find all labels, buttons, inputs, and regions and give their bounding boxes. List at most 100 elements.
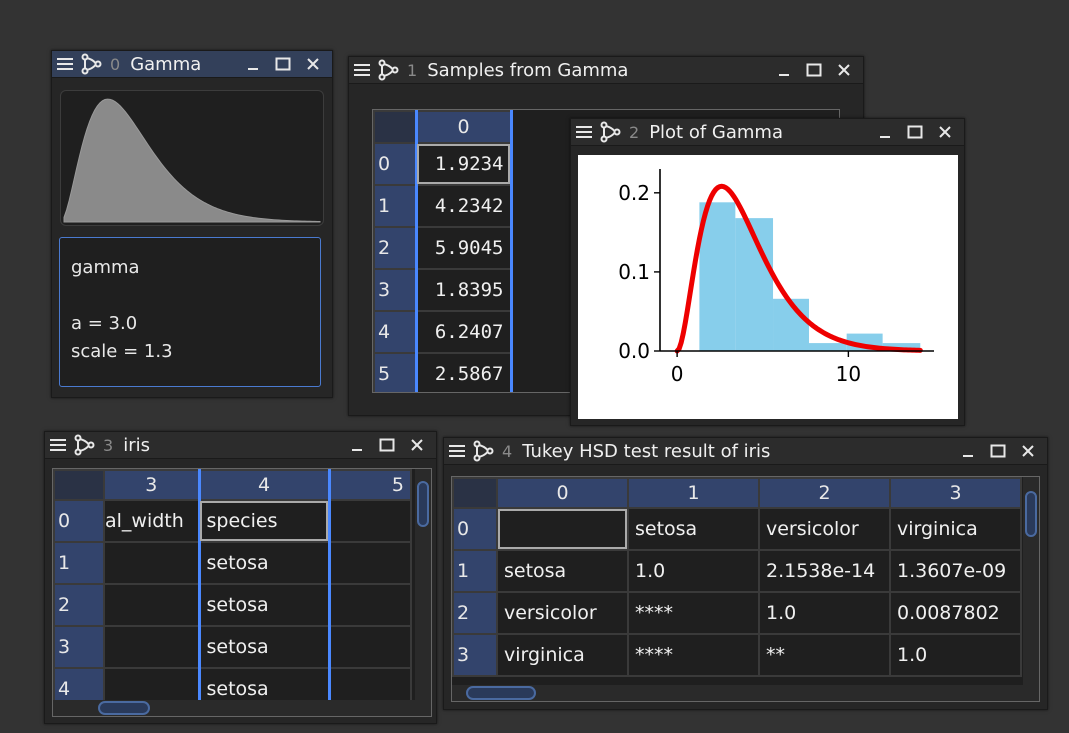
table-cell[interactable]: setosa: [197, 625, 331, 669]
row-header[interactable]: 5: [373, 352, 417, 392]
menu-icon[interactable]: [45, 432, 71, 458]
table-cell[interactable]: virginica: [889, 507, 1022, 551]
vertical-scrollbar[interactable]: [415, 469, 431, 700]
horizontal-scrollbar[interactable]: [452, 685, 1039, 701]
row-header[interactable]: 2: [373, 226, 417, 270]
row-header[interactable]: 0: [373, 142, 417, 186]
table-cell[interactable]: [103, 625, 200, 669]
table-cell[interactable]: 5.9045: [414, 226, 513, 270]
table-cell[interactable]: 4.2342: [414, 184, 513, 228]
maximize-button[interactable]: [983, 438, 1013, 464]
maximize-button[interactable]: [799, 57, 829, 83]
table-cell[interactable]: [328, 541, 412, 585]
close-button[interactable]: [930, 119, 960, 145]
minimize-button[interactable]: [342, 432, 372, 458]
table-cell[interactable]: [328, 583, 412, 627]
close-button[interactable]: [298, 51, 328, 77]
table-cell[interactable]: 1.0: [758, 591, 891, 635]
iris-table[interactable]: 3 4 5 0 al_width species 1 setosa 2 setosa 3…: [52, 468, 432, 717]
row-header[interactable]: 4: [373, 310, 417, 354]
gamma-window[interactable]: 0 Gamma gamma a = 3.0 scale = 1.3: [51, 50, 333, 398]
column-header[interactable]: 3: [103, 469, 200, 501]
table-cell[interactable]: versicolor: [758, 507, 891, 551]
row-header[interactable]: 2: [53, 583, 105, 627]
table-corner[interactable]: [373, 110, 417, 144]
samples-titlebar[interactable]: 1 Samples from Gamma: [349, 57, 863, 84]
row-header[interactable]: 1: [373, 184, 417, 228]
table-cell[interactable]: [496, 507, 629, 551]
table-cell[interactable]: setosa: [627, 507, 760, 551]
workflow-icon[interactable]: [597, 119, 623, 145]
table-cell[interactable]: 1.0: [889, 633, 1022, 677]
menu-icon[interactable]: [571, 119, 597, 145]
gamma-titlebar[interactable]: 0 Gamma: [52, 51, 332, 78]
iris-window[interactable]: 3 iris 3 4 5 0 al_width species 1 setosa 2 s…: [44, 431, 437, 724]
table-cell[interactable]: 1.9234: [414, 142, 513, 186]
table-cell[interactable]: 0.0087802: [889, 591, 1022, 635]
menu-icon[interactable]: [52, 51, 78, 77]
scrollbar-thumb[interactable]: [466, 686, 536, 700]
row-header[interactable]: 2: [452, 591, 498, 635]
close-button[interactable]: [1013, 438, 1043, 464]
column-header[interactable]: 5: [328, 469, 412, 501]
table-cell[interactable]: 6.2407: [414, 310, 513, 354]
tukey-table[interactable]: 0 1 2 3 0 setosa versicolor virginica 1 seto…: [451, 476, 1040, 702]
row-header[interactable]: 0: [452, 507, 498, 551]
scrollbar-thumb[interactable]: [98, 701, 150, 715]
row-header[interactable]: 3: [53, 625, 105, 669]
row-header[interactable]: 1: [53, 541, 105, 585]
table-cell[interactable]: [103, 583, 200, 627]
table-cell[interactable]: [328, 499, 412, 543]
tukey-titlebar[interactable]: 4 Tukey HSD test result of iris: [444, 438, 1047, 465]
table-corner[interactable]: [452, 477, 498, 509]
minimize-button[interactable]: [870, 119, 900, 145]
table-cell[interactable]: 2.5867: [414, 352, 513, 392]
workflow-icon[interactable]: [71, 432, 97, 458]
maximize-button[interactable]: [900, 119, 930, 145]
horizontal-scrollbar[interactable]: [53, 700, 431, 716]
plot-window[interactable]: 2 Plot of Gamma 0.0 0.1 0.2 0 10: [570, 118, 965, 426]
table-cell[interactable]: virginica: [496, 633, 629, 677]
scrollbar-thumb[interactable]: [1025, 491, 1037, 537]
maximize-button[interactable]: [372, 432, 402, 458]
row-header[interactable]: 0: [53, 499, 105, 543]
table-cell[interactable]: setosa: [197, 541, 331, 585]
scrollbar-thumb[interactable]: [417, 481, 429, 527]
table-cell[interactable]: setosa: [197, 583, 331, 627]
minimize-button[interactable]: [238, 51, 268, 77]
table-cell[interactable]: 1.0: [627, 549, 760, 593]
workflow-icon[interactable]: [78, 51, 104, 77]
plot-titlebar[interactable]: 2 Plot of Gamma: [571, 119, 964, 146]
table-cell[interactable]: [328, 625, 412, 669]
column-header[interactable]: 4: [197, 469, 331, 501]
table-cell[interactable]: versicolor: [496, 591, 629, 635]
column-header[interactable]: 0: [414, 110, 513, 144]
close-button[interactable]: [402, 432, 432, 458]
table-cell[interactable]: 2.1538e-14: [758, 549, 891, 593]
tukey-window[interactable]: 4 Tukey HSD test result of iris 0 1 2 3 …: [443, 437, 1048, 710]
table-cell[interactable]: **: [758, 633, 891, 677]
row-header[interactable]: 3: [373, 268, 417, 312]
table-corner[interactable]: [53, 469, 105, 501]
maximize-button[interactable]: [268, 51, 298, 77]
table-cell[interactable]: [103, 541, 200, 585]
minimize-button[interactable]: [953, 438, 983, 464]
workflow-icon[interactable]: [375, 57, 401, 83]
table-cell[interactable]: al_width: [103, 499, 200, 543]
row-header[interactable]: 1: [452, 549, 498, 593]
column-header[interactable]: 2: [758, 477, 891, 509]
column-header[interactable]: 1: [627, 477, 760, 509]
column-header[interactable]: 0: [496, 477, 629, 509]
minimize-button[interactable]: [769, 57, 799, 83]
table-cell[interactable]: ****: [627, 633, 760, 677]
row-header[interactable]: 3: [452, 633, 498, 677]
menu-icon[interactable]: [444, 438, 470, 464]
menu-icon[interactable]: [349, 57, 375, 83]
table-cell[interactable]: ****: [627, 591, 760, 635]
table-cell[interactable]: setosa: [496, 549, 629, 593]
table-cell[interactable]: species: [197, 499, 331, 543]
workflow-icon[interactable]: [470, 438, 496, 464]
vertical-scrollbar[interactable]: [1023, 477, 1039, 685]
column-header[interactable]: 3: [889, 477, 1022, 509]
table-cell[interactable]: 1.3607e-09: [889, 549, 1022, 593]
